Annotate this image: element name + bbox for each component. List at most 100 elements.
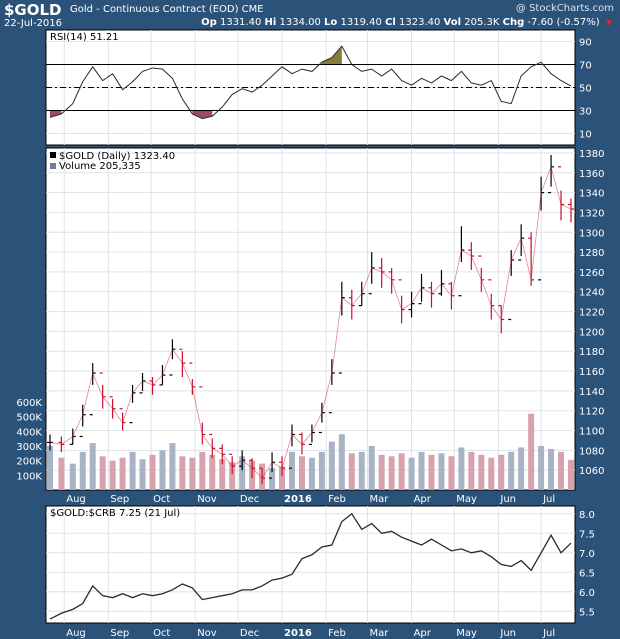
price-tick-label: 1280	[579, 248, 604, 259]
price-tick-label: 1180	[579, 347, 604, 358]
volume-bar	[348, 453, 355, 490]
ratio-tick-label: 5.5	[579, 607, 595, 618]
volume-bar	[538, 446, 545, 490]
volume-bar	[298, 456, 305, 490]
volume-bar	[209, 454, 216, 490]
volume-bar	[458, 447, 465, 490]
volume-bar	[239, 456, 246, 490]
price-x-tick-label: Mar	[369, 494, 389, 505]
volume-bar	[368, 446, 375, 490]
volume-bar	[438, 453, 445, 490]
quote-date: 22-Jul-2016	[4, 18, 63, 29]
price-tick-label: 1140	[579, 387, 604, 398]
volume-tick-label: 400K	[16, 427, 42, 438]
change-value: -7.60 (-0.57%)	[527, 17, 600, 28]
volume-bar	[159, 450, 166, 490]
ratio-tick-label: 8.0	[579, 510, 595, 521]
rsi-tick-label: 30	[579, 107, 592, 118]
rsi-tick-label: 50	[579, 84, 592, 95]
volume-bar	[418, 451, 425, 490]
volume-bar	[388, 456, 395, 490]
volume-bar	[139, 459, 146, 490]
volume-bar	[288, 451, 295, 490]
rsi-label: RSI(14) 51.21	[50, 32, 119, 43]
volume-bar	[47, 446, 53, 490]
quote-strip: Op 1331.40 Hi 1334.00 Lo 1319.40 Cl 1323…	[201, 17, 612, 28]
volume-tick-label: 100K	[16, 471, 42, 482]
ratio-x-tick-label: Jun	[499, 628, 516, 639]
chart-subtitle: Gold - Continuous Contract (EOD) CME	[70, 4, 264, 15]
volume-tick-label: 500K	[16, 413, 42, 424]
ratio-x-tick-label: Nov	[197, 628, 217, 639]
volume-bar	[518, 447, 525, 490]
volume-bar	[279, 466, 286, 490]
volume-label: Volume 205,335	[59, 161, 141, 172]
volume-bar	[408, 457, 415, 490]
ratio-panel	[45, 505, 576, 624]
volume-bar	[89, 443, 96, 490]
low-label: Lo	[324, 17, 338, 28]
ratio-x-tick-label: Dec	[240, 628, 259, 639]
ratio-x-tick-label: Sep	[110, 628, 129, 639]
down-triangle-icon: ▼	[605, 18, 612, 27]
volume-bar	[428, 454, 435, 490]
price-tick-label: 1120	[579, 407, 604, 418]
price-tick-label: 1360	[579, 169, 604, 180]
volume-bar	[358, 451, 365, 490]
rsi-oversold-fill	[50, 110, 62, 118]
volume-bar	[119, 457, 126, 490]
open-label: Op	[201, 17, 217, 28]
ratio-tick-label: 7.0	[579, 549, 595, 560]
price-close-line	[49, 165, 572, 479]
rsi-oversold-fill	[192, 110, 213, 119]
rsi-tick-label: 90	[579, 38, 592, 49]
volume-tick-label: 300K	[16, 442, 42, 453]
price-tick-label: 1060	[579, 466, 604, 477]
volume-bar	[109, 460, 116, 490]
volume-bar	[568, 459, 574, 490]
low-value: 1319.40	[340, 17, 382, 28]
volume-bar	[189, 457, 196, 490]
price-tick-label: 1260	[579, 268, 604, 279]
volume-bar	[328, 441, 335, 490]
price-panel	[45, 147, 576, 491]
price-tick-label: 1200	[579, 327, 604, 338]
ratio-label: $GOLD:$CRB 7.25 (21 Jul)	[50, 508, 180, 519]
change-label: Chg	[502, 17, 525, 28]
ratio-x-tick-label: Feb	[328, 628, 346, 639]
price-x-tick-label: Jul	[542, 494, 555, 505]
ratio-x-tick-label: Apr	[414, 628, 432, 639]
volume-bar	[318, 451, 325, 490]
price-tick-label: 1300	[579, 228, 604, 239]
volume-bar	[129, 451, 136, 490]
price-x-tick-label: Feb	[328, 494, 346, 505]
volume-bar	[528, 413, 535, 490]
high-label: Hi	[264, 17, 277, 28]
ratio-x-tick-label: Oct	[153, 628, 170, 639]
volume-bar	[308, 457, 315, 490]
price-tick-label: 1340	[579, 189, 604, 200]
volume-bar	[99, 456, 106, 490]
ratio-tick-label: 6.0	[579, 588, 595, 599]
volume-bar	[378, 454, 385, 490]
volume-legend-swatch	[50, 163, 56, 169]
price-tick-label: 1320	[579, 208, 604, 219]
ratio-x-tick-label: Aug	[66, 628, 86, 639]
volume-bar	[338, 434, 345, 490]
price-x-tick-label: May	[456, 494, 477, 505]
rsi-tick-label: 10	[579, 130, 592, 141]
volume-bar	[169, 443, 176, 490]
volume-bar	[79, 451, 86, 490]
chart-symbol: $GOLD	[4, 1, 62, 19]
price-x-tick-label: Apr	[414, 494, 432, 505]
high-value: 1334.00	[279, 17, 321, 28]
volume-label: Vol	[443, 17, 462, 28]
volume-bar	[508, 451, 515, 490]
volume-bar	[69, 463, 76, 490]
price-tick-label: 1220	[579, 308, 604, 319]
price-x-tick-label: 2016	[284, 494, 312, 505]
price-tick-label: 1080	[579, 446, 604, 457]
price-x-tick-label: Aug	[66, 494, 86, 505]
volume-tick-label: 200K	[16, 457, 42, 468]
close-label: Cl	[385, 17, 396, 28]
